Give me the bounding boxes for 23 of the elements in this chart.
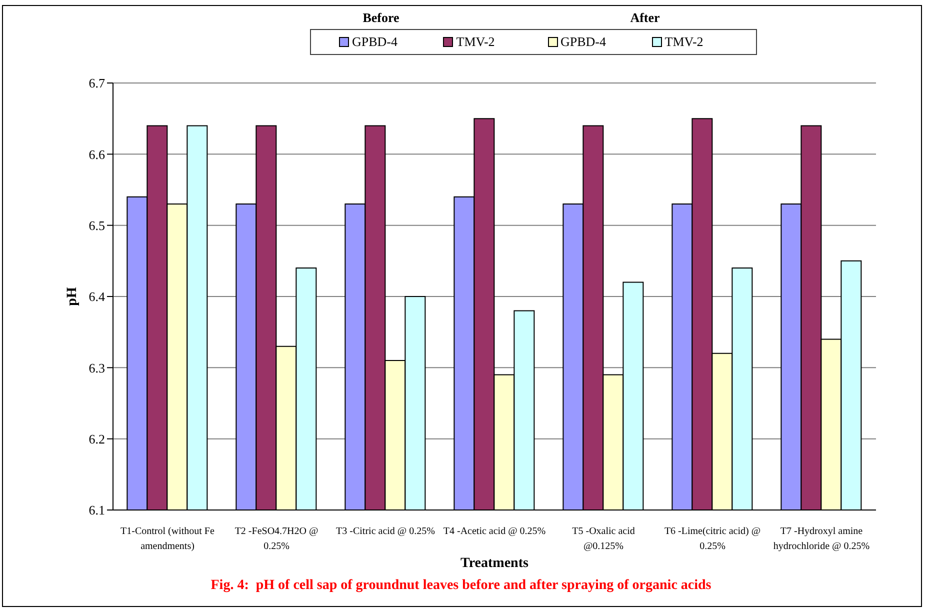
x-tick-label: T2 -FeSO4.7H2O @ 0.25% xyxy=(234,526,318,552)
x-tick-label: T3 -Citric acid @ 0.25% xyxy=(336,526,435,537)
x-tick-label: T5 -Oxalic acid @0.125% xyxy=(572,526,635,552)
y-tick-label: 6.6 xyxy=(88,146,106,162)
text: Fig. 4: pH of cell sap of groundnut leaves before and after spraying of organic acids xyxy=(210,578,712,594)
y-tick-label: 6.7 xyxy=(88,76,106,91)
y-tick-label: 6.5 xyxy=(88,218,105,233)
legend-label: GPBD-4 xyxy=(560,34,606,50)
text: Before xyxy=(362,10,400,26)
legend-label: TMV-2 xyxy=(664,34,704,50)
text: After xyxy=(629,10,661,26)
legend-label: TMV-2 xyxy=(456,34,495,50)
y-tick-label: 6.4 xyxy=(88,289,106,304)
x-tick-label: T6 -Lime(citric acid) @ 0.25% xyxy=(664,526,761,552)
legend-label: GPBD-4 xyxy=(352,34,398,50)
x-tick-label: T1-Control (without Fe amendments) xyxy=(120,526,215,552)
x-tick-label: T7 -Hydroxyl amine hydrochloride @ 0.25% xyxy=(773,526,870,552)
y-axis-title: pH xyxy=(64,287,80,306)
x-tick-label: T4 -Acetic acid @ 0.25% xyxy=(443,526,546,537)
y-tick-label: 6.2 xyxy=(88,431,105,446)
y-tick-label: 6.3 xyxy=(88,360,105,376)
x-axis-title: Treatments xyxy=(460,556,529,571)
y-tick-label: 6.1 xyxy=(88,502,105,518)
